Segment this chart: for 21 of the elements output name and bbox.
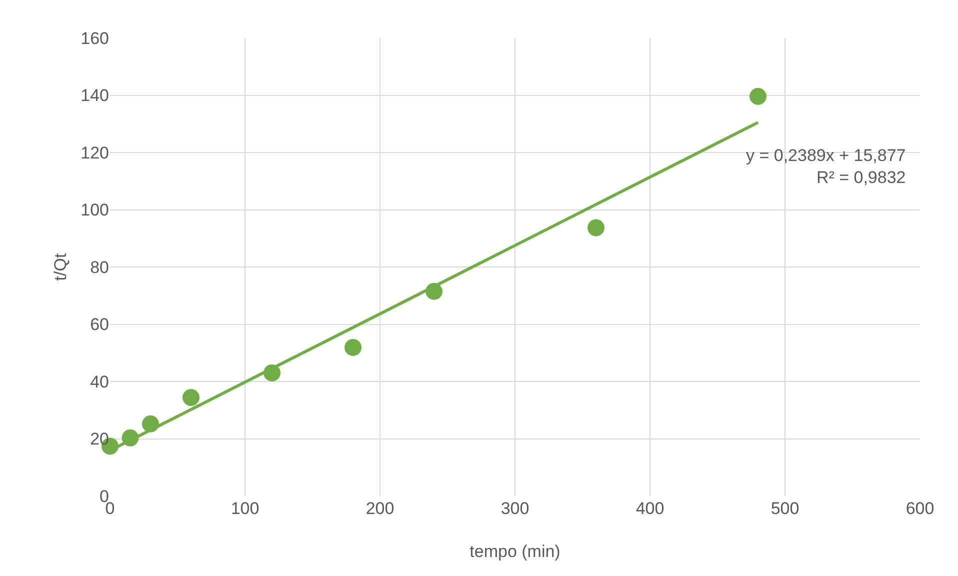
annotation: y = 0,2389x + 15,877 R² = 0,9832 — [746, 146, 906, 188]
y-tick-label: 160 — [80, 28, 109, 48]
x-tick-label: 200 — [366, 499, 394, 518]
x-tick-label: 500 — [770, 499, 800, 518]
point — [182, 389, 200, 406]
x-tick-label: 600 — [906, 499, 934, 518]
x-axis-title: tempo (min) — [470, 542, 560, 561]
y-tick-label: 120 — [80, 143, 109, 162]
x-tick-label: 100 — [230, 499, 260, 518]
point — [750, 88, 766, 105]
y-tick-label: 100 — [80, 200, 109, 220]
point — [588, 219, 604, 236]
y-tick-label: 60 — [90, 315, 109, 334]
y-axis-title: t/Qt — [51, 253, 70, 281]
y-tick-label: 140 — [80, 86, 109, 106]
x-tick-label: 400 — [636, 499, 664, 518]
y-tick-label: 20 — [90, 430, 109, 449]
x-tick-label: 300 — [500, 499, 530, 518]
y-tick-label: 80 — [90, 258, 109, 277]
point — [344, 338, 362, 356]
y-tick-label: 40 — [90, 372, 109, 392]
